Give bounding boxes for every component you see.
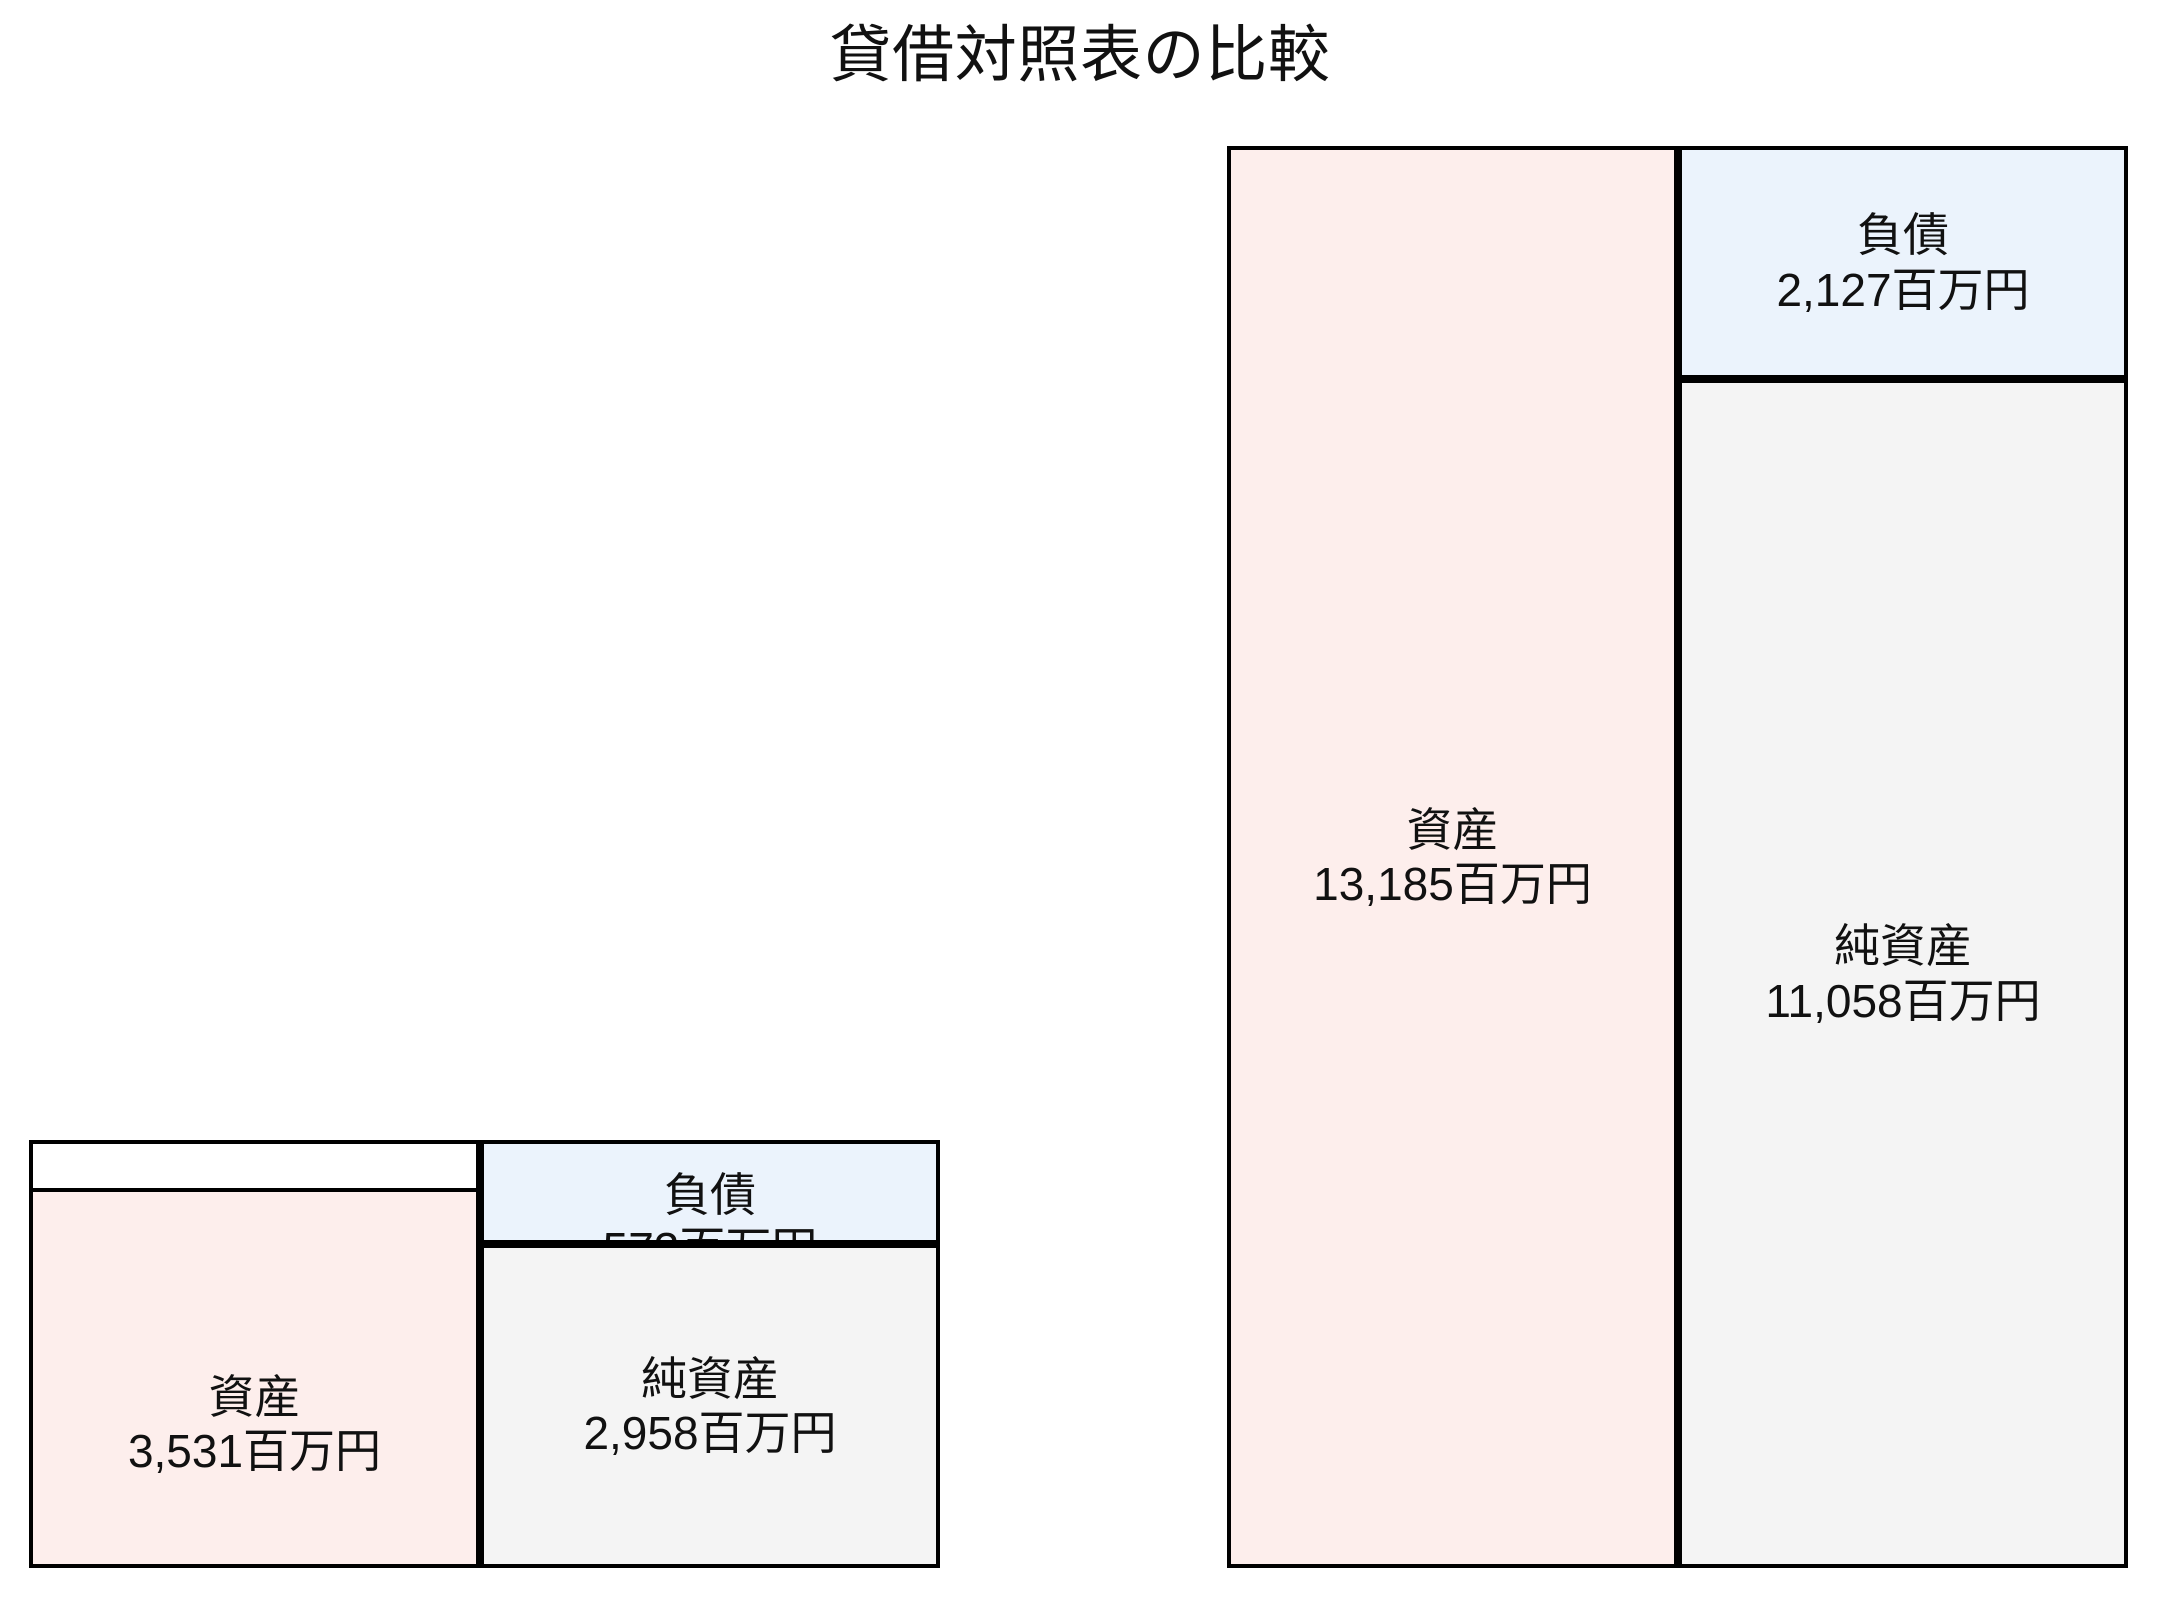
small-liability-label-value: 573百万円 xyxy=(603,1222,818,1240)
small-net-asset-box[interactable]: 純資産 2,958百万円 xyxy=(480,1244,940,1568)
chart-title: 貸借対照表の比較 xyxy=(829,21,1331,90)
large-liability-box[interactable]: 負債 2,127百万円 xyxy=(1678,146,2128,379)
small-asset-frame xyxy=(29,1140,480,1192)
small-balance-sheet-group: 資産 3,531百万円 負債 573百万円 純資産 2,958百万円 xyxy=(0,0,1000,1600)
small-net-asset-label: 純資産 2,958百万円 xyxy=(583,1352,836,1461)
large-net-asset-box[interactable]: 純資産 11,058百万円 xyxy=(1678,379,2128,1568)
small-net-asset-label-value: 2,958百万円 xyxy=(583,1407,837,1459)
small-net-asset-label-name: 純資産 xyxy=(641,1352,779,1405)
small-liability-box[interactable]: 負債 573百万円 xyxy=(480,1140,940,1244)
large-asset-label-value: 13,185百万円 xyxy=(1313,858,1592,910)
large-liability-label-name: 負債 xyxy=(1857,209,1949,262)
large-net-asset-label-value: 11,058百万円 xyxy=(1765,974,2041,1027)
large-liability-label-value: 2,127百万円 xyxy=(1776,263,2030,316)
small-asset-label: 資産 3,531百万円 xyxy=(128,1370,381,1479)
large-net-asset-label-name: 純資産 xyxy=(1834,920,1972,973)
large-liability-label: 負債 2,127百万円 xyxy=(1776,208,2029,317)
large-net-asset-label: 純資産 11,058百万円 xyxy=(1765,919,2040,1028)
small-liability-label: 負債 573百万円 xyxy=(603,1168,818,1240)
large-balance-sheet-group: 資産 13,185百万円 負債 2,127百万円 純資産 11,058百万円 xyxy=(1160,0,2160,1600)
small-asset-label-value: 3,531百万円 xyxy=(127,1425,382,1477)
small-asset-label-name: 資産 xyxy=(208,1370,301,1423)
small-liability-label-name: 負債 xyxy=(664,1168,756,1221)
large-asset-box[interactable]: 資産 13,185百万円 xyxy=(1227,146,1678,1568)
large-asset-label: 資産 13,185百万円 xyxy=(1313,803,1592,912)
large-asset-label-name: 資産 xyxy=(1406,803,1499,856)
small-asset-box[interactable]: 資産 3,531百万円 xyxy=(29,1188,480,1568)
